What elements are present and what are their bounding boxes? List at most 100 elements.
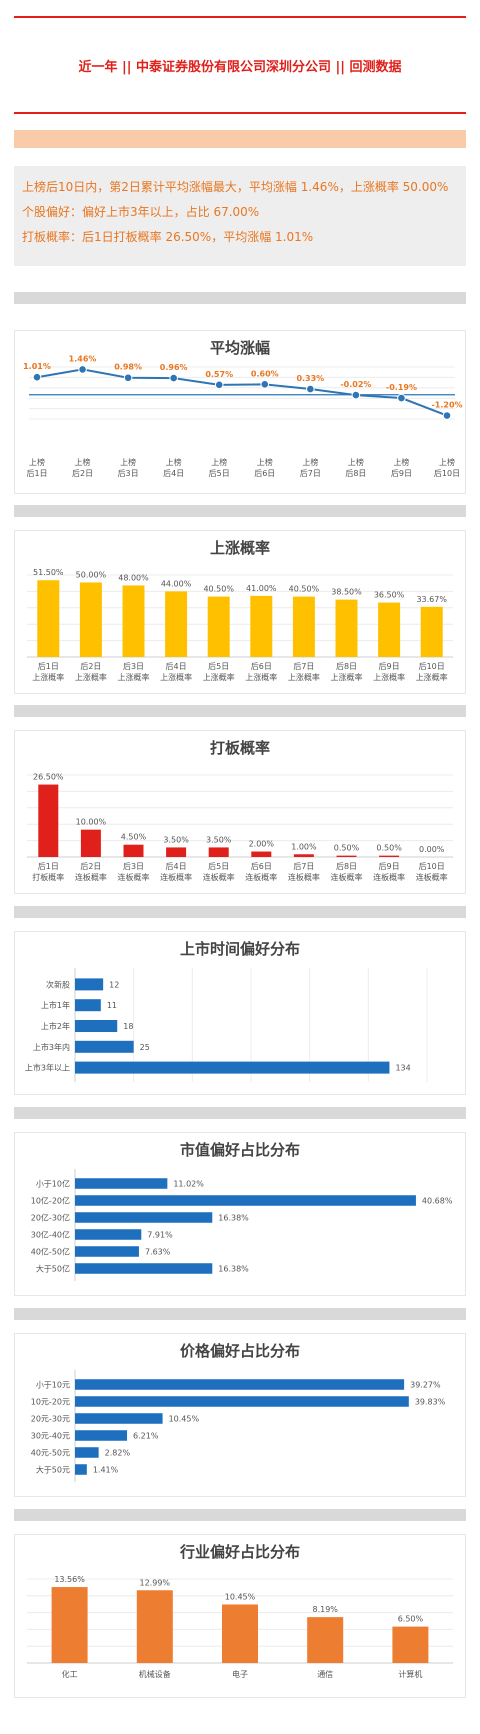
data-label: 38.50% <box>331 588 362 597</box>
data-label: 33.67% <box>416 595 447 604</box>
y-tick-label: 40亿-50亿 <box>31 1247 70 1257</box>
bar <box>378 602 401 657</box>
data-label: 11 <box>107 1001 117 1010</box>
summary-line-stock-preference: 个股偏好：偏好上市3年以上，占比 67.00% <box>22 205 260 219</box>
bar <box>75 999 101 1012</box>
bar <box>75 1195 416 1206</box>
bar <box>208 847 229 857</box>
data-label: 25 <box>140 1043 150 1052</box>
data-point <box>351 390 361 400</box>
x-tick-label: 上榜后3日 <box>118 457 139 478</box>
data-label: 3.50% <box>163 835 189 844</box>
chart-industry: 13.56% 化工 12.99% 机械设备 10.45% 电子 8.19% 通信 6.50% 计算… <box>27 1575 453 1679</box>
y-tick-label: 20亿-30亿 <box>31 1213 70 1223</box>
y-tick-label: 次新股 <box>46 979 70 989</box>
bar <box>38 784 59 857</box>
bar <box>80 829 101 857</box>
x-tick-label: 上榜后7日 <box>300 457 321 478</box>
x-tick-label: 后4日上涨概率 <box>160 661 192 682</box>
data-label: 36.50% <box>374 591 405 600</box>
data-label: 7.63% <box>145 1248 171 1257</box>
chart-panel-price: 价格偏好占比分布 39.27% 小于10元 39.83% 10元-20元 10.45% 2… <box>14 1333 466 1497</box>
data-label: 13.56% <box>54 1575 85 1584</box>
data-label: -0.19% <box>386 383 417 392</box>
bar <box>75 1020 118 1032</box>
bar <box>75 1263 213 1274</box>
x-tick-label: 后7日连板概率 <box>288 861 320 882</box>
separator <box>14 906 466 918</box>
bar <box>251 851 272 857</box>
data-label: 18 <box>123 1022 133 1031</box>
data-label: 2.82% <box>105 1449 131 1458</box>
x-tick-label: 电子 <box>232 1669 248 1679</box>
data-label: 7.91% <box>147 1231 173 1240</box>
summary-box: 上榜后10日内，第2日累计平均涨幅最大，平均涨幅 1.46%，上涨概率 50.0… <box>14 166 466 266</box>
x-tick-label: 通信 <box>317 1669 333 1679</box>
summary-line-limit-up: 打板概率：后1日打板概率 26.50%，平均涨幅 1.01% <box>22 230 314 244</box>
data-label: 11.02% <box>173 1180 204 1189</box>
data-label: 10.45% <box>225 1592 256 1601</box>
y-tick-label: 小于10亿 <box>36 1179 70 1189</box>
bar <box>75 1379 405 1390</box>
data-point <box>32 372 42 382</box>
data-label: 6.21% <box>133 1432 159 1441</box>
chart-panel-market-cap: 市值偏好占比分布 11.02% 小于10亿 40.68% 10亿-20亿 16.38% 2… <box>14 1132 466 1296</box>
data-label: 1.00% <box>291 842 317 851</box>
x-tick-label: 上榜后6日 <box>254 457 275 478</box>
data-label: 40.50% <box>203 585 234 594</box>
data-label: 1.01% <box>23 362 51 371</box>
bar <box>79 582 102 657</box>
bar <box>75 1061 390 1074</box>
bar <box>136 1590 173 1663</box>
data-label: 0.33% <box>296 374 324 383</box>
data-label: 0.57% <box>205 370 233 379</box>
y-tick-label: 小于10元 <box>36 1381 70 1390</box>
y-tick-label: 40元-50元 <box>31 1449 70 1458</box>
x-tick-label: 上榜后4日 <box>163 457 184 478</box>
data-label: 16.38% <box>218 1265 249 1274</box>
chart-panel-rise-probability: 上涨概率 51.50% 后1日上涨概率 50.00% 后2日上涨概率 48.00% 后3日… <box>14 530 466 694</box>
chart-panel-industry: 行业偏好占比分布 13.56% 化工 12.99% 机械设备 10.45% 电子 8.19%… <box>14 1534 466 1698</box>
separator <box>14 1308 466 1320</box>
bar <box>75 1246 139 1257</box>
chart-title: 上涨概率 <box>209 539 270 557</box>
data-label: 40.68% <box>422 1197 453 1206</box>
data-label: 0.50% <box>376 844 402 853</box>
data-label: 41.00% <box>246 584 277 593</box>
data-label: 10.00% <box>76 818 107 827</box>
bar <box>292 596 315 657</box>
y-tick-label: 大于50元 <box>36 1465 70 1475</box>
y-tick-label: 上市3年以上 <box>25 1063 70 1073</box>
data-point <box>169 373 178 383</box>
header-bottom-rule <box>14 112 466 114</box>
data-point <box>123 373 133 383</box>
data-label: 16.38% <box>218 1214 249 1223</box>
bar <box>307 1617 344 1663</box>
chart-listing-time: 12 次新股 11 上市1年 18 上市2年 25 上市3年内 134 上市3年以上 <box>25 968 428 1082</box>
x-tick-label: 计算机 <box>398 1669 422 1679</box>
data-label: 1.46% <box>69 354 97 363</box>
header-top-rule <box>14 16 466 18</box>
x-tick-label: 后5日上涨概率 <box>203 661 235 682</box>
y-tick-label: 大于50亿 <box>36 1264 70 1274</box>
chart-title: 平均涨幅 <box>209 339 270 357</box>
bar <box>75 1464 87 1475</box>
y-tick-label: 10元-20元 <box>31 1398 70 1407</box>
x-tick-label: 后2日连板概率 <box>75 861 107 882</box>
chart-title: 价格偏好占比分布 <box>179 1342 300 1360</box>
x-tick-label: 后10日上涨概率 <box>416 661 448 682</box>
chart-title: 市值偏好占比分布 <box>179 1141 300 1159</box>
separator <box>14 1509 466 1521</box>
data-label: 39.83% <box>415 1398 446 1407</box>
x-tick-label: 后9日连板概率 <box>373 861 405 882</box>
data-point <box>442 411 452 420</box>
x-tick-label: 化工 <box>62 1669 78 1679</box>
data-label: 44.00% <box>161 579 192 588</box>
bar <box>51 1587 88 1663</box>
chart-panel-avg-gain: 平均涨幅 1.01% 上榜后1日 1.46% 上榜后2日 0.98% 上榜后3日 0.96%… <box>14 330 466 494</box>
y-tick-label: 30亿-40亿 <box>31 1230 70 1240</box>
y-tick-label: 30元-40元 <box>31 1432 70 1441</box>
data-label: 51.50% <box>33 568 64 577</box>
data-label: 134 <box>395 1064 410 1073</box>
x-tick-label: 后3日连板概率 <box>118 861 150 882</box>
